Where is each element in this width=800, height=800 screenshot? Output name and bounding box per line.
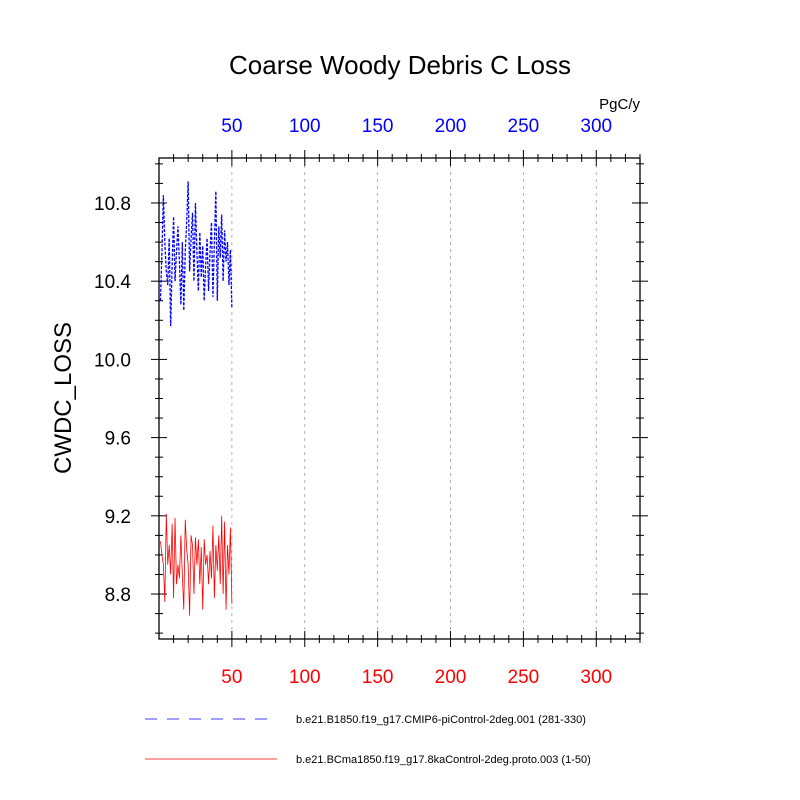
series-line-2 (160, 513, 233, 616)
series-lines (159, 181, 233, 616)
legend-label-1: b.e21.B1850.f19_g17.CMIP6-piControl-2deg… (296, 714, 586, 726)
x-bottom-tick-label: 300 (580, 667, 612, 688)
y-tick-label: 9.2 (105, 507, 131, 528)
y-tick-label: 10.0 (94, 350, 131, 371)
units-label: PgC/y (599, 96, 640, 113)
y-tick-label: 8.8 (105, 585, 131, 606)
y-tick-label: 10.8 (94, 194, 131, 215)
plot-frame (158, 157, 641, 640)
series-line-1 (159, 181, 233, 327)
x-bottom-tick-label: 50 (221, 667, 242, 688)
x-bottom-tick-label: 100 (289, 667, 321, 688)
tick-labels: 50 50 100 100 150 150 200 200 250 250 300 300 8.8 9.2… (94, 116, 612, 688)
legend-label-2: b.e21.BCma1850.f19_g17.8kaControl-2deg.p… (296, 754, 591, 766)
x-top-tick-label: 250 (508, 116, 540, 137)
y-tick-label: 10.4 (94, 272, 131, 293)
grid-lines (231, 158, 597, 639)
x-bottom-tick-label: 250 (508, 667, 540, 688)
y-axis-label: CWDC_LOSS (50, 322, 77, 474)
chart-title: Coarse Woody Debris C Loss (229, 50, 571, 80)
x-top-tick-label: 200 (435, 116, 467, 137)
x-top-tick-label: 150 (362, 116, 394, 137)
x-top-tick-label: 50 (221, 116, 242, 137)
legend: b.e21.B1850.f19_g17.CMIP6-piControl-2deg… (145, 714, 591, 766)
x-top-tick-label: 300 (580, 116, 612, 137)
x-bottom-tick-label: 150 (362, 667, 394, 688)
y-tick-label: 9.6 (105, 429, 131, 450)
x-bottom-tick-label: 200 (435, 667, 467, 688)
x-top-tick-label: 100 (289, 116, 321, 137)
